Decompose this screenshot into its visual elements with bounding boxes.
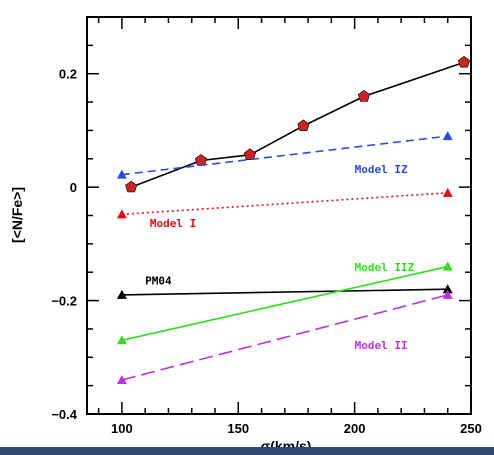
series-line	[121, 135, 448, 176]
axis-ticks: 100 150 200 250 −0.4 −0.2 0 0.2	[51, 16, 482, 436]
data-point-triangle	[116, 169, 127, 179]
series-line	[121, 288, 448, 296]
x-tick-label: 150	[227, 421, 249, 436]
data-point-triangle	[442, 289, 453, 299]
series-annotation: Model II	[355, 339, 408, 352]
data-point-triangle	[442, 131, 453, 141]
annotation-layer: Model IZ Model I PM04 Model IIZ Model II	[145, 163, 414, 352]
data-point-triangle	[116, 374, 127, 384]
bottom-bar	[0, 447, 494, 455]
data-point-triangle	[116, 289, 127, 299]
series-line	[121, 294, 448, 381]
y-tick-label: 0	[70, 180, 77, 195]
data-point-pentagon	[457, 56, 471, 68]
data-point-triangle	[442, 261, 453, 271]
data-point-triangle	[442, 284, 453, 294]
series-annotation: Model IZ	[355, 163, 408, 176]
plot-frame	[86, 16, 472, 415]
series-annotation: Model IIZ	[355, 261, 415, 274]
x-tick-label: 200	[344, 421, 366, 436]
data-point-pentagon	[357, 90, 371, 102]
data-point-triangle	[116, 335, 127, 345]
y-tick-label: −0.4	[51, 407, 77, 422]
series-annotation: Model I	[150, 217, 196, 230]
series-line	[130, 61, 465, 188]
data-point-pentagon	[243, 148, 256, 160]
y-axis-label: [<N/Fe>]	[9, 187, 25, 243]
series-line	[121, 192, 448, 216]
x-tick-label: 100	[111, 421, 133, 436]
series-layer	[116, 56, 471, 384]
data-point-triangle	[442, 187, 453, 197]
series-line	[121, 265, 448, 342]
data-point-pentagon	[125, 180, 138, 193]
series-annotation: PM04	[145, 275, 172, 288]
y-tick-label: −0.2	[51, 294, 77, 309]
data-point-pentagon	[194, 154, 208, 166]
data-point-pentagon	[297, 119, 310, 131]
x-tick-label: 250	[460, 421, 482, 436]
data-point-triangle	[116, 209, 127, 219]
y-tick-label: 0.2	[59, 67, 77, 82]
